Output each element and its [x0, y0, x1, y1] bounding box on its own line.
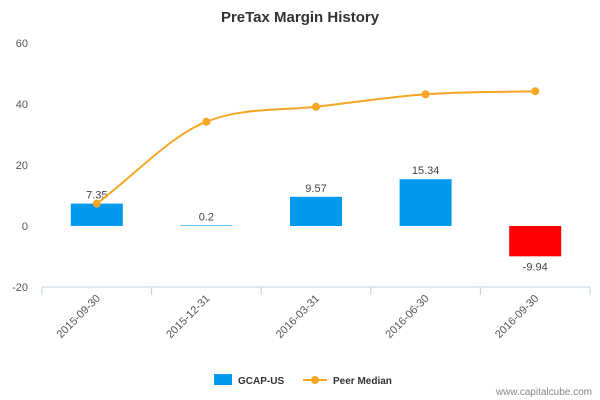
bar-series: [70, 179, 562, 257]
bar-value-label: 9.57: [305, 183, 326, 195]
x-tick-label: 2015-12-31: [164, 293, 212, 341]
chart-title: PreTax Margin History: [221, 9, 380, 26]
x-tick-label: 2016-09-30: [493, 293, 541, 341]
bar: [290, 196, 342, 226]
x-tick-label: 2016-03-31: [274, 293, 322, 341]
x-tick-label: 2016-06-30: [383, 293, 431, 341]
bar: [70, 203, 123, 226]
line-series: [92, 87, 540, 208]
peer-median-point: [202, 117, 211, 126]
x-axis: 2015-09-30 2015-12-31 2016-03-31 2016-06-30…: [41, 286, 591, 341]
y-tick-label: -20: [12, 282, 28, 294]
peer-median-point: [531, 87, 540, 96]
y-axis: -20 0 20 40 60: [12, 38, 28, 294]
peer-median-point: [312, 102, 320, 111]
bar-value-label: -9.94: [523, 261, 548, 273]
y-tick-label: 0: [22, 221, 28, 233]
legend-peer-label: Peer Median: [333, 376, 392, 387]
bar: [509, 226, 562, 257]
legend-gcap-swatch: [214, 374, 232, 385]
bar-value-label: 0.2: [199, 211, 214, 223]
bar: [399, 179, 452, 226]
y-tick-label: 60: [16, 38, 28, 50]
credit-text: www.capitalcube.com: [495, 387, 592, 398]
y-tick-label: 40: [16, 99, 28, 111]
bar-value-label: 15.34: [412, 165, 440, 177]
peer-median-point: [92, 199, 101, 208]
y-tick-label: 20: [16, 160, 28, 172]
legend: GCAP-US Peer Median: [214, 374, 392, 387]
peer-median-point: [421, 90, 430, 99]
legend-peer-marker: [311, 376, 319, 384]
x-tick-label: 2015-09-30: [55, 293, 103, 341]
legend-gcap-label: GCAP-US: [238, 376, 284, 387]
bar: [180, 225, 233, 226]
